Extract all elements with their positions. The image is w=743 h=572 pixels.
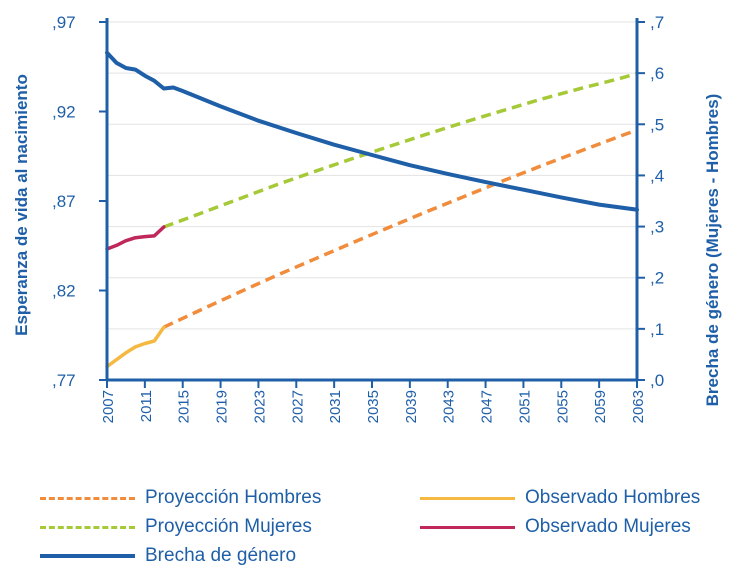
legend-label: Observado Hombres — [525, 487, 700, 509]
series-layer — [107, 53, 637, 367]
legend-item: Brecha de género — [40, 542, 296, 570]
grid-lines — [107, 22, 637, 329]
x-tick-label: 2007 — [100, 390, 117, 423]
left-tick-label: ,97 — [52, 13, 76, 32]
legend-label: Observado Mujeres — [525, 516, 691, 538]
right-tick-label: ,7 — [650, 13, 664, 32]
x-tick-label: 2011 — [138, 390, 155, 422]
right-tick-label: ,0 — [650, 371, 664, 390]
x-tick-label: 2027 — [289, 390, 306, 423]
right-tick-label: ,4 — [650, 166, 664, 185]
legend-item: Observado Mujeres — [420, 513, 691, 541]
right-tick-label: ,2 — [650, 269, 664, 288]
left-tick-label: ,82 — [52, 282, 76, 301]
right-tick-label: ,5 — [650, 115, 664, 134]
x-tick-label: 2063 — [630, 390, 647, 423]
legend-label: Brecha de género — [145, 545, 296, 567]
legend-swatch — [40, 526, 135, 529]
legend-label: Proyección Mujeres — [145, 516, 312, 538]
x-tick-label: 2051 — [516, 390, 533, 423]
x-tick-label: 2023 — [251, 390, 268, 423]
chart: ,77 ,82 ,87 ,92 ,97 ,0 ,1 ,2 ,3 ,4 ,5 ,6 ,7 2007 201… — [0, 0, 743, 480]
legend-swatch — [420, 526, 515, 529]
x-tick-label: 2031 — [327, 390, 344, 423]
x-tick-label: 2035 — [365, 390, 382, 423]
x-tick-label: 2019 — [214, 390, 231, 423]
y-axis-label-left: Esperanza de vida al nacimiento — [12, 74, 31, 336]
legend-item: Proyección Mujeres — [40, 513, 312, 541]
series-line-observado-mujeres — [107, 227, 164, 249]
legend-item: Observado Hombres — [420, 484, 700, 512]
series-line-proyecci-n-hombres — [164, 130, 637, 327]
x-tick-label: 2055 — [554, 390, 571, 423]
legend-item: Proyección Hombres — [40, 484, 321, 512]
right-tick-label: ,6 — [650, 64, 664, 83]
legend-swatch — [40, 554, 135, 558]
legend-swatch — [40, 497, 135, 500]
x-tick-labels: 2007 2011 2015 2019 2023 2027 2031 2035 2039 2043… — [100, 390, 647, 423]
y-axis-label-right: Brecha de género (Mujeres - Hombres) — [703, 94, 722, 407]
series-line-proyecci-n-mujeres — [164, 74, 637, 227]
x-tick-label: 2047 — [479, 390, 496, 423]
x-tick-label: 2059 — [592, 390, 609, 423]
series-line-observado-hombres — [107, 327, 164, 366]
right-tick-label: ,1 — [650, 320, 664, 339]
left-tick-label: ,92 — [52, 103, 76, 122]
legend-label: Proyección Hombres — [145, 487, 321, 509]
x-tick-label: 2015 — [176, 390, 193, 423]
x-tick-label: 2039 — [403, 390, 420, 423]
left-tick-labels: ,77 ,82 ,87 ,92 ,97 — [52, 13, 76, 390]
right-tick-labels: ,0 ,1 ,2 ,3 ,4 ,5 ,6 ,7 — [650, 13, 664, 390]
left-tick-label: ,87 — [52, 192, 76, 211]
series-line-brecha-de-g-nero — [107, 53, 637, 210]
right-tick-label: ,3 — [650, 218, 664, 237]
legend-swatch — [420, 497, 515, 500]
x-tick-label: 2043 — [441, 390, 458, 423]
left-tick-label: ,77 — [52, 371, 76, 390]
legend: Proyección Hombres Observado Hombres Proye… — [40, 480, 740, 570]
